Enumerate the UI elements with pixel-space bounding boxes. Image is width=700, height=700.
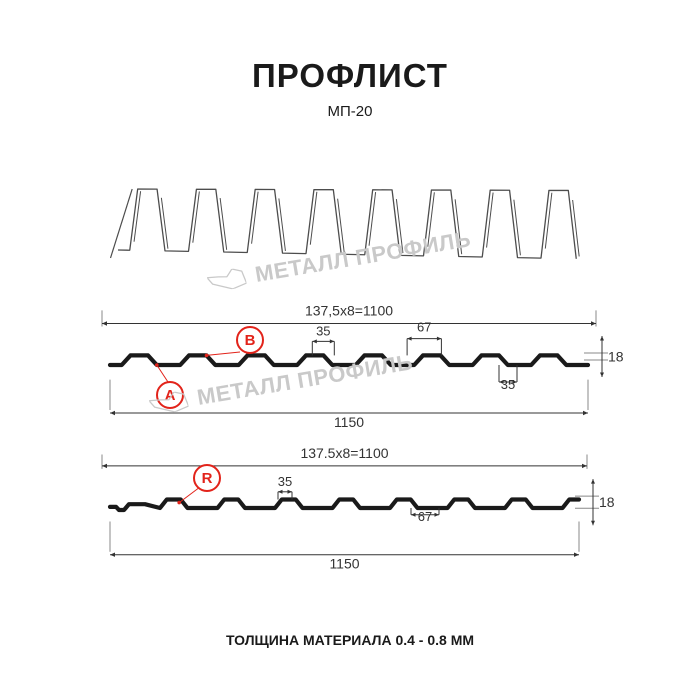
svg-text:R: R <box>202 470 213 487</box>
svg-text:67: 67 <box>418 509 432 524</box>
svg-text:137.5x8=1100: 137.5x8=1100 <box>300 445 388 461</box>
svg-text:1150: 1150 <box>329 556 359 572</box>
svg-text:35: 35 <box>278 474 292 489</box>
svg-text:18: 18 <box>599 494 615 510</box>
